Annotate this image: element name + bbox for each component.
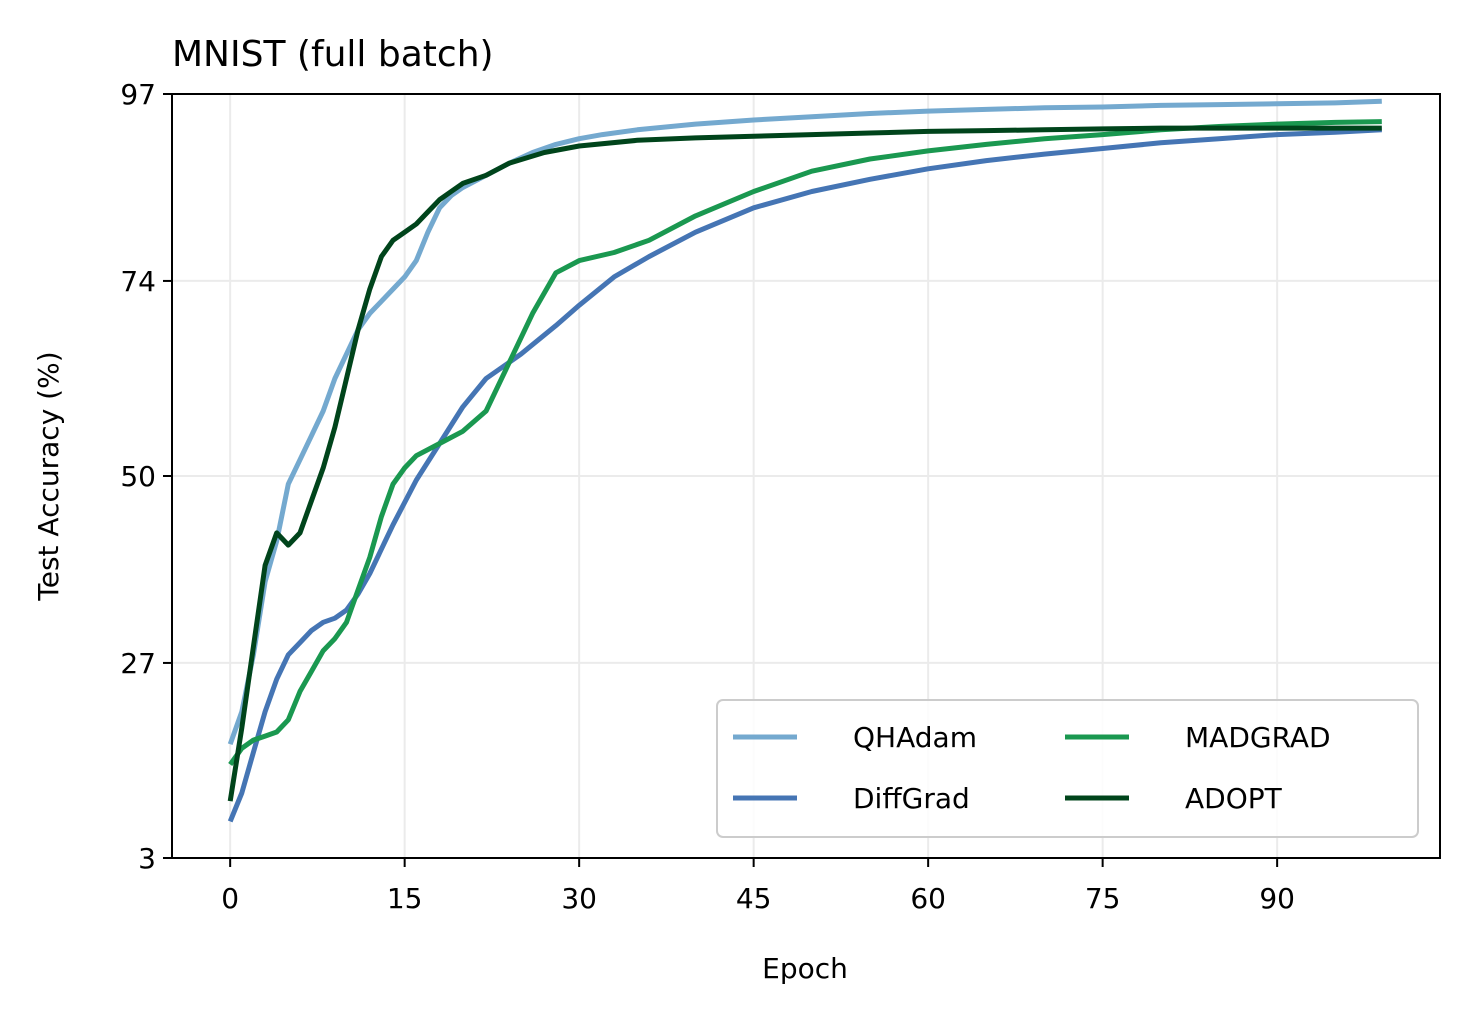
x-tick-label: 0 bbox=[221, 882, 239, 915]
y-tick-label: 50 bbox=[120, 460, 156, 493]
y-tick-label: 3 bbox=[138, 842, 156, 875]
chart-title: MNIST (full batch) bbox=[172, 34, 494, 75]
legend-label: ADOPT bbox=[1185, 782, 1283, 815]
y-tick-label: 27 bbox=[120, 647, 156, 680]
series-line-diffgrad bbox=[227, 127, 1382, 823]
x-tick-label: 45 bbox=[736, 882, 772, 915]
x-axis-label: Epoch bbox=[762, 952, 848, 985]
series-layer bbox=[227, 98, 1382, 823]
x-tick-label: 30 bbox=[561, 882, 597, 915]
x-tick-label: 75 bbox=[1085, 882, 1121, 915]
legend: QHAdam DiffGrad MADGRAD ADOPT bbox=[716, 699, 1419, 838]
series-line-adopt bbox=[227, 125, 1382, 802]
legend-box bbox=[716, 699, 1419, 838]
axis-ticks: 0 15 30 45 60 75 90 3 27 50 74 97 bbox=[120, 78, 1295, 915]
legend-label: MADGRAD bbox=[1185, 721, 1331, 754]
y-tick-label: 97 bbox=[120, 78, 156, 111]
legend-label: DiffGrad bbox=[853, 782, 970, 815]
series-line-madgrad bbox=[228, 119, 1382, 766]
series-line-qhadam bbox=[227, 98, 1382, 746]
y-axis-label: Test Accuracy (%) bbox=[32, 351, 65, 601]
x-tick-label: 90 bbox=[1259, 882, 1295, 915]
x-tick-label: 15 bbox=[387, 882, 423, 915]
legend-label: QHAdam bbox=[853, 721, 977, 754]
x-tick-label: 60 bbox=[910, 882, 946, 915]
y-tick-label: 74 bbox=[120, 265, 156, 298]
